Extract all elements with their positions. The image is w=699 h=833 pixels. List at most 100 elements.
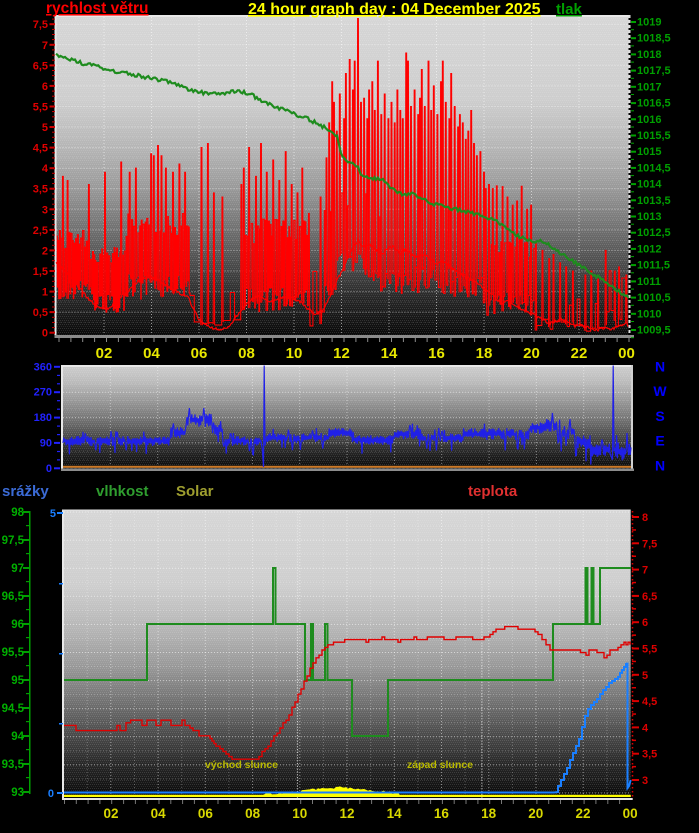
- svg-text:1013: 1013: [637, 211, 661, 223]
- svg-text:1013,5: 1013,5: [637, 195, 671, 207]
- svg-text:1,5: 1,5: [33, 266, 48, 278]
- svg-text:20: 20: [523, 345, 540, 362]
- svg-text:02: 02: [103, 806, 118, 821]
- svg-text:západ slunce: západ slunce: [407, 759, 473, 771]
- svg-text:4,5: 4,5: [642, 696, 657, 708]
- svg-text:východ slunce: východ slunce: [205, 759, 278, 771]
- svg-text:1011,5: 1011,5: [637, 260, 670, 272]
- svg-text:00: 00: [618, 345, 635, 362]
- svg-text:S: S: [655, 408, 664, 424]
- svg-text:95: 95: [11, 675, 24, 687]
- svg-text:20: 20: [528, 806, 543, 821]
- svg-text:6,5: 6,5: [33, 60, 48, 72]
- svg-text:W: W: [653, 383, 667, 399]
- svg-text:2: 2: [42, 245, 48, 257]
- svg-text:4,5: 4,5: [33, 143, 48, 155]
- svg-text:94: 94: [11, 731, 24, 743]
- svg-text:srážky: srážky: [2, 483, 49, 500]
- svg-text:teplota: teplota: [468, 483, 518, 500]
- svg-text:1015,5: 1015,5: [637, 130, 671, 142]
- svg-text:12: 12: [333, 345, 350, 362]
- svg-text:1014: 1014: [637, 179, 662, 191]
- svg-text:3,5: 3,5: [642, 749, 657, 761]
- svg-text:tlak: tlak: [556, 1, 583, 18]
- svg-text:95,5: 95,5: [2, 647, 25, 659]
- svg-text:5: 5: [42, 122, 48, 134]
- svg-text:10: 10: [292, 806, 307, 821]
- svg-text:18: 18: [481, 806, 497, 821]
- svg-text:6: 6: [642, 617, 648, 629]
- svg-text:96: 96: [11, 619, 24, 631]
- svg-text:1018,5: 1018,5: [637, 33, 671, 45]
- svg-text:3,5: 3,5: [33, 184, 48, 196]
- svg-text:E: E: [655, 433, 664, 449]
- svg-text:98: 98: [11, 507, 24, 519]
- svg-text:1010: 1010: [637, 308, 661, 320]
- svg-text:rychlost větru: rychlost větru: [46, 0, 149, 17]
- svg-text:08: 08: [238, 345, 255, 362]
- svg-text:N: N: [655, 457, 665, 473]
- svg-text:360: 360: [34, 361, 52, 373]
- svg-text:1016,5: 1016,5: [637, 98, 671, 110]
- svg-text:7: 7: [42, 40, 48, 52]
- svg-text:10: 10: [286, 345, 303, 362]
- svg-text:4: 4: [42, 163, 49, 175]
- svg-text:5,5: 5,5: [642, 644, 657, 656]
- svg-text:vlhkost: vlhkost: [96, 483, 149, 500]
- svg-text:93,5: 93,5: [2, 759, 25, 771]
- svg-text:1018: 1018: [637, 49, 661, 61]
- svg-text:18: 18: [476, 345, 493, 362]
- svg-text:1015: 1015: [637, 146, 661, 158]
- svg-text:1012,5: 1012,5: [637, 227, 671, 239]
- svg-text:Solar: Solar: [176, 483, 214, 500]
- svg-text:02: 02: [96, 345, 113, 362]
- svg-text:08: 08: [245, 806, 261, 821]
- svg-text:22: 22: [571, 345, 588, 362]
- svg-text:180: 180: [34, 412, 52, 424]
- svg-text:14: 14: [387, 806, 403, 821]
- svg-text:16: 16: [434, 806, 450, 821]
- svg-text:5,5: 5,5: [33, 102, 48, 114]
- svg-text:0: 0: [42, 328, 48, 340]
- svg-text:16: 16: [428, 345, 445, 362]
- svg-text:04: 04: [151, 806, 167, 821]
- svg-text:94,5: 94,5: [2, 703, 25, 715]
- svg-text:270: 270: [34, 387, 52, 399]
- svg-text:93: 93: [11, 787, 24, 799]
- svg-text:1010,5: 1010,5: [637, 292, 671, 304]
- svg-text:96,5: 96,5: [2, 591, 25, 603]
- svg-text:7,5: 7,5: [642, 538, 657, 550]
- svg-text:06: 06: [198, 806, 214, 821]
- svg-text:7,5: 7,5: [33, 19, 48, 31]
- svg-text:3: 3: [42, 204, 48, 216]
- svg-text:00: 00: [623, 806, 638, 821]
- svg-text:1011: 1011: [637, 276, 661, 288]
- svg-text:5: 5: [642, 670, 648, 682]
- svg-text:06: 06: [191, 345, 208, 362]
- svg-text:90: 90: [40, 437, 52, 449]
- svg-text:12: 12: [339, 806, 354, 821]
- svg-text:1014,5: 1014,5: [637, 162, 671, 174]
- svg-text:0,5: 0,5: [33, 307, 48, 319]
- svg-text:4: 4: [642, 722, 649, 734]
- svg-text:1009,5: 1009,5: [637, 325, 671, 337]
- svg-text:97: 97: [11, 563, 24, 575]
- svg-text:6,5: 6,5: [642, 591, 657, 603]
- svg-text:22: 22: [575, 806, 590, 821]
- svg-text:0: 0: [48, 788, 54, 800]
- svg-text:6: 6: [42, 81, 48, 93]
- svg-text:1017: 1017: [637, 81, 661, 93]
- svg-text:3: 3: [642, 775, 648, 787]
- svg-text:5: 5: [50, 508, 56, 520]
- svg-text:1012: 1012: [637, 243, 661, 255]
- svg-text:24 hour graph day : 04 Decembe: 24 hour graph day : 04 December 2025: [248, 1, 541, 18]
- svg-text:14: 14: [381, 345, 398, 362]
- svg-text:0: 0: [46, 463, 52, 475]
- svg-text:97,5: 97,5: [2, 535, 25, 547]
- svg-text:8: 8: [642, 512, 648, 524]
- svg-text:7: 7: [642, 565, 648, 577]
- svg-text:N: N: [655, 359, 665, 375]
- svg-text:2,5: 2,5: [33, 225, 48, 237]
- svg-text:1019: 1019: [637, 17, 661, 29]
- svg-text:1016: 1016: [637, 114, 661, 126]
